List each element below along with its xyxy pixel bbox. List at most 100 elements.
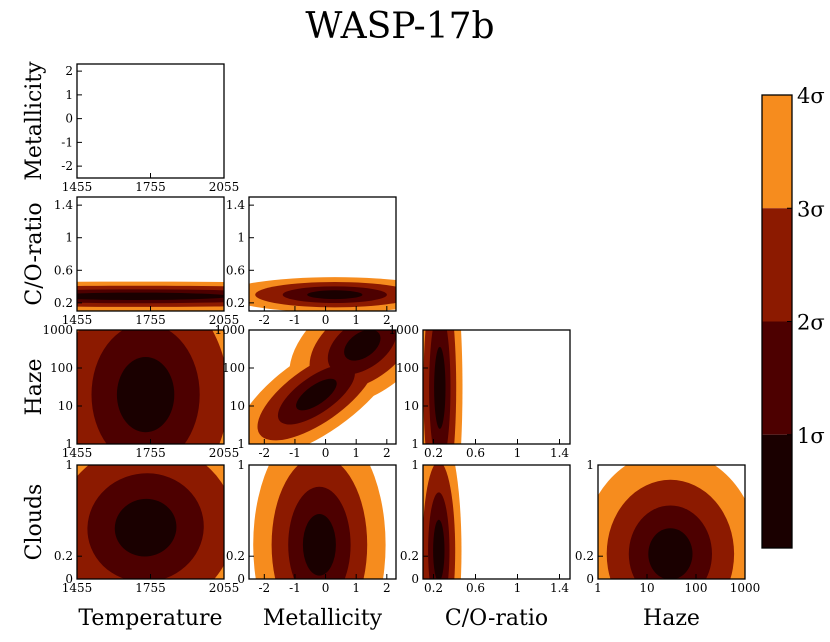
y-tick-label: 1000 [42,323,73,337]
x-tick-label: 2 [383,446,391,460]
x-tick-label: 1455 [62,180,93,194]
y-tick-label: 1 [586,458,594,472]
y-tick-label: 1.4 [54,198,73,212]
contour-1sigma [296,378,337,411]
y-tick-label: 0.2 [575,549,594,563]
panel-co_ratio-vs-clouds: 0.2 0.6 1 1.4 0 0.2 1 C/O-ratio [400,458,571,631]
colorbar-band-1sigma [762,434,792,548]
colorbar-band-4sigma [762,95,792,209]
panel-metallicity-vs-clouds: -2 -1 0 1 2 0 0.2 1 Metallicity [226,458,397,631]
y-tick-label: 1 [237,458,245,472]
x-tick-label: -1 [289,446,301,460]
y-tick-label: 0 [586,572,594,586]
x-axis-label-metallicity: Metallicity [263,606,383,631]
x-tick-label: 1.4 [550,446,569,460]
colorbar-tick-label: 4σ [797,84,825,108]
y-tick-label: 1 [65,437,73,451]
panel-frame [422,329,571,445]
y-tick-label: 0.2 [400,549,419,563]
panel-background [77,64,224,178]
x-tick-label: 1 [352,313,360,327]
colorbar-tick-label: 1σ [797,424,825,448]
colorbar-tick-label: 3σ [797,197,825,221]
y-tick-label: 1 [65,88,73,102]
y-tick-label: 0.2 [226,296,245,310]
x-tick-label: -2 [258,581,270,595]
x-tick-label: 2 [383,313,391,327]
y-tick-label: -2 [61,159,73,173]
x-tick-label: 1455 [62,313,93,327]
x-tick-label: 2055 [209,446,240,460]
panel-temperature-vs-haze: 1455 1755 2055 1 10 100 1000 Haze [22,323,240,460]
x-tick-label: 10 [639,581,654,595]
x-tick-label: -1 [289,313,301,327]
x-tick-label: 1 [352,446,360,460]
panel-temperature-vs-clouds: 1455 1755 2055 0 0.2 1 Clouds Temperature [22,458,240,631]
contour-1sigma [433,519,445,579]
y-tick-label: 1.4 [226,198,245,212]
y-tick-label: 10 [404,399,419,413]
x-tick-label: 1 [514,446,522,460]
y-tick-label: 0.2 [226,549,245,563]
panel-metallicity-vs-co_ratio: -2 -1 0 1 2 0.2 0.6 1 1.4 [226,196,397,327]
y-tick-label: 1 [411,437,419,451]
x-tick-label: 1 [594,581,602,595]
panel-haze-vs-clouds: 1 10 100 1000 0 0.2 1 Haze [575,458,760,631]
y-tick-label: 0.6 [226,263,245,277]
y-axis-label-haze: Haze [22,359,47,416]
x-tick-label: 0.2 [424,581,443,595]
x-tick-label: 100 [685,581,708,595]
x-tick-label: 2 [383,581,391,595]
x-tick-label: -1 [289,581,301,595]
x-tick-label: 1 [514,581,522,595]
x-axis-label-temperature: Temperature [78,606,222,631]
panel-frame [248,329,397,445]
y-axis-label-metallicity: Metallicity [22,61,47,181]
x-tick-label: 1 [352,581,360,595]
x-axis-label-haze: Haze [643,606,700,631]
y-tick-label: 100 [396,361,419,375]
y-tick-label: 1 [237,437,245,451]
colorbar-band-2sigma [762,321,792,435]
x-tick-label: 2055 [209,180,240,194]
colorbar-tick-label: 2σ [797,311,825,335]
x-tick-label: 2055 [209,581,240,595]
x-tick-label: 1.4 [550,581,569,595]
x-tick-label: 2055 [209,313,240,327]
x-tick-label: 1455 [62,446,93,460]
contour-1sigma [307,290,363,300]
panel-frame [422,464,571,580]
y-tick-label: 1000 [388,323,419,337]
y-tick-label: 0 [411,572,419,586]
x-tick-label: 0.6 [466,581,485,595]
y-axis-label-clouds: Clouds [22,484,47,561]
panel-frame [597,464,746,580]
y-tick-label: 100 [222,361,245,375]
y-tick-label: 1 [65,458,73,472]
y-tick-label: 10 [58,399,73,413]
x-tick-label: 1755 [135,313,166,327]
x-tick-label: 0.2 [424,446,443,460]
x-tick-label: 0 [322,446,330,460]
x-axis-label-co_ratio: C/O-ratio [445,606,548,631]
contour-1sigma [344,330,381,361]
y-tick-label: 1 [237,231,245,245]
panel-metallicity-vs-haze: -2 -1 0 1 2 1 10 100 1000 [214,323,397,460]
x-tick-label: 1755 [135,180,166,194]
y-tick-label: 1 [411,458,419,472]
y-tick-label: 0.2 [54,296,73,310]
contour-1sigma [77,292,224,300]
x-tick-label: -2 [258,446,270,460]
panel-frame [248,196,397,312]
colorbar-band-3sigma [762,208,792,322]
x-tick-label: 0.6 [466,446,485,460]
contour-1sigma [434,346,446,429]
x-tick-label: 1755 [135,446,166,460]
y-tick-label: -1 [61,135,73,149]
y-tick-label: 0 [65,112,73,126]
x-tick-label: 0 [322,313,330,327]
x-tick-label: -2 [258,313,270,327]
y-tick-label: 0.6 [54,263,73,277]
